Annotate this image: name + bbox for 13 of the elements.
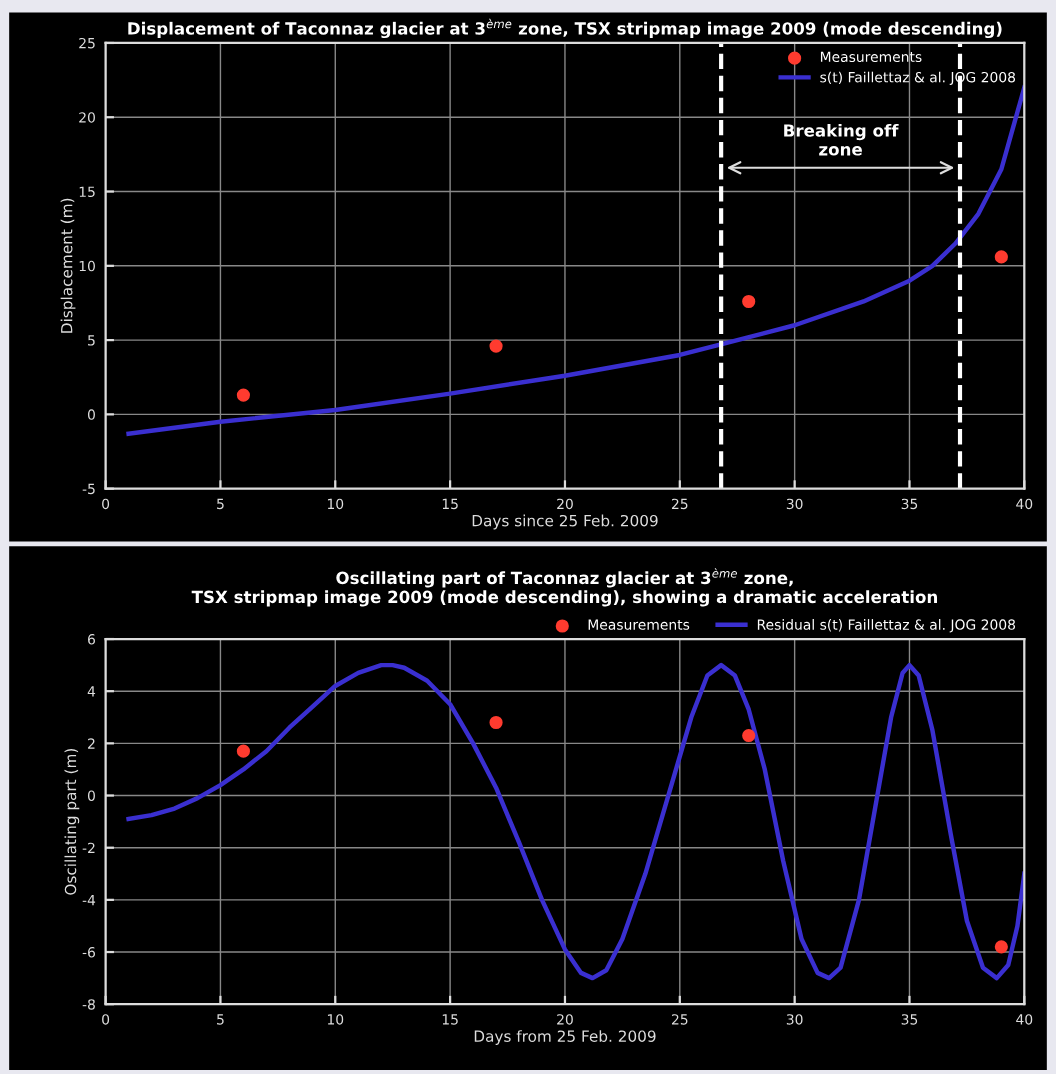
line-series: [126, 662, 1025, 981]
point: [994, 250, 1008, 264]
point: [236, 388, 250, 402]
point: [236, 744, 250, 758]
chart-title: Oscillating part of Taconnaz glacier at 3$^{ème}$ zone, TSX stripmap image 2009 (mode descending), showing a dramatic acceleration: [191, 568, 937, 607]
point: [489, 339, 503, 353]
point: [742, 728, 756, 743]
annotation: Breaking off zone: [784, 123, 899, 156]
point: [742, 294, 756, 309]
point: [489, 715, 503, 730]
line-series: [126, 85, 1025, 436]
chart-title: Displacement of Taconnaz glacier at 3$^{ème}$ zone, TSX stripmap image 2009 (mode descending): [128, 18, 1002, 39]
point: [994, 940, 1008, 954]
